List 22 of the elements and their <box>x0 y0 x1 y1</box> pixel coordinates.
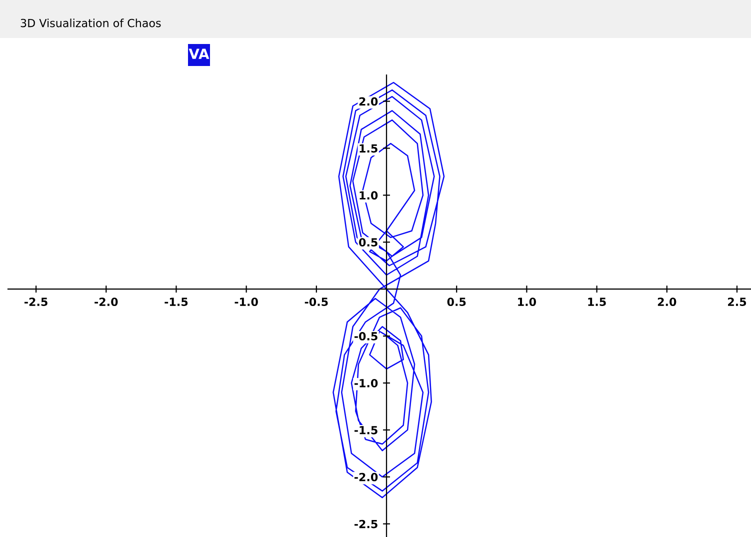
x-tick-label: -2.5 <box>24 298 48 306</box>
x-tick-label: 2.5 <box>728 298 746 306</box>
x-tick-label: -2.0 <box>94 298 118 306</box>
x-tick-label: 1.0 <box>518 298 536 306</box>
x-tick-label: -1.0 <box>234 298 258 306</box>
x-tick-label: -1.5 <box>164 298 188 306</box>
y-tick-label: -2.5 <box>354 520 378 528</box>
x-tick-label: 2.0 <box>658 298 676 306</box>
y-tick-label: 1.5 <box>360 144 378 153</box>
y-tick-label: 0.5 <box>359 238 378 247</box>
y-tick-label: 1.0 <box>360 191 378 200</box>
y-tick-label: -0.5 <box>354 332 378 340</box>
y-tick-label: 2.0 <box>359 97 378 106</box>
line-series <box>332 82 445 498</box>
y-tick-label: -1.5 <box>354 426 378 434</box>
x-tick-label: 1.5 <box>588 298 606 306</box>
chart-title: 3D Visualization of Chaos <box>20 18 161 28</box>
y-tick-label: -1.0 <box>354 378 378 388</box>
text: VA <box>188 48 210 59</box>
y-tick-label: -2.0 <box>354 472 378 482</box>
x-tick-label: -0.5 <box>304 298 328 306</box>
x-tick-label: 0.5 <box>447 298 466 306</box>
